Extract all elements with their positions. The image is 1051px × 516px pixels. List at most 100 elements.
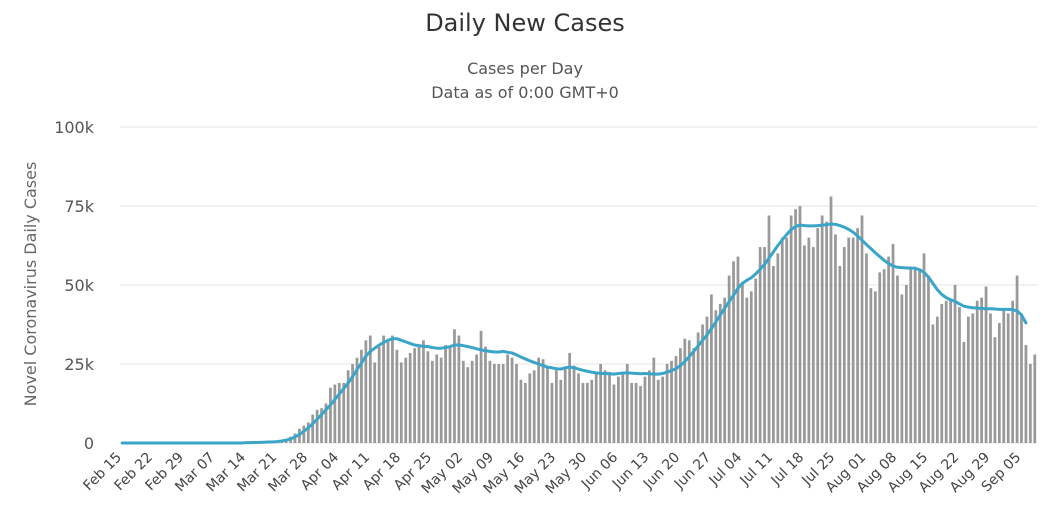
daily-cases-bar [510, 357, 514, 443]
daily-cases-bar [577, 373, 580, 443]
daily-cases-bar [696, 332, 700, 443]
daily-cases-bar [492, 364, 496, 443]
daily-cases-bar [572, 365, 576, 443]
daily-cases-bar [457, 335, 461, 443]
daily-cases-bar [541, 359, 545, 443]
daily-cases-bar [1024, 345, 1028, 443]
daily-cases-bar [953, 285, 957, 443]
daily-cases-bar [1033, 354, 1037, 443]
daily-cases-bar [763, 247, 766, 443]
daily-cases-bar [723, 297, 727, 443]
daily-cases-bar [546, 367, 549, 443]
daily-cases-bar [785, 237, 789, 443]
daily-cases-bar [794, 209, 797, 443]
daily-cases-bar [408, 352, 412, 443]
daily-cases-bar [980, 297, 983, 443]
daily-cases-bar [439, 357, 443, 443]
daily-cases-bar [913, 269, 917, 443]
daily-cases-bar [391, 335, 394, 443]
daily-cases-bar [732, 261, 735, 443]
daily-cases-bar [962, 341, 966, 443]
daily-cases-bar [364, 340, 368, 443]
daily-cases-bar [816, 228, 820, 443]
daily-cases-bar [475, 354, 478, 443]
daily-cases-bar [488, 360, 492, 443]
daily-cases-bar [559, 379, 563, 443]
daily-cases-bar [661, 376, 665, 443]
daily-cases-bar [594, 373, 598, 443]
daily-cases-bar [683, 338, 687, 443]
daily-cases-bar [758, 247, 762, 443]
daily-cases-bars [244, 196, 1037, 443]
x-tick-label: Jul 18 [768, 450, 808, 490]
daily-cases-bar [320, 408, 323, 443]
daily-cases-bar [878, 272, 882, 443]
y-tick-label: 75k [64, 197, 94, 216]
daily-cases-bar [617, 376, 620, 443]
daily-cases-bar [470, 360, 474, 443]
daily-cases-bar [674, 356, 678, 443]
daily-cases-bar [652, 357, 656, 443]
daily-cases-bar [506, 354, 509, 443]
daily-cases-bar [918, 269, 921, 443]
y-tick-label: 50k [64, 276, 94, 295]
daily-cases-bar [630, 382, 634, 443]
daily-cases-bar [966, 316, 970, 443]
daily-cases-bar [851, 237, 855, 443]
daily-cases-bar [772, 266, 775, 443]
daily-cases-bar [860, 215, 864, 443]
daily-cases-bar [873, 291, 877, 443]
daily-cases-bar [413, 348, 416, 443]
moving-average-line [120, 222, 1028, 445]
daily-cases-bar [749, 291, 753, 443]
daily-cases-bar [887, 256, 890, 443]
daily-cases-bar [927, 275, 930, 443]
daily-cases-bar [869, 288, 873, 443]
daily-cases-bar [1011, 300, 1015, 443]
daily-cases-bar [1020, 313, 1023, 443]
daily-cases-bar [687, 340, 691, 443]
daily-cases-bar [417, 345, 421, 443]
daily-cases-bar [842, 247, 846, 443]
daily-cases-bar [621, 373, 625, 443]
daily-cases-bar [856, 228, 859, 443]
daily-cases-bar [346, 370, 350, 443]
daily-cases-bar [324, 403, 328, 443]
daily-cases-bar [692, 348, 696, 443]
daily-cases-bar [975, 300, 979, 443]
daily-cases-bar [448, 346, 452, 443]
daily-cases-bar [891, 243, 895, 443]
daily-cases-bar [767, 215, 771, 443]
moving-average-layer [120, 222, 1028, 445]
x-tick-label: Jul 11 [737, 450, 777, 490]
daily-cases-bar [568, 352, 572, 443]
y-axis-label: Novel Coronavirus Daily Cases [21, 162, 40, 407]
daily-cases-bar [971, 313, 975, 443]
daily-cases-bar [532, 370, 536, 443]
daily-cases-bar [585, 382, 589, 443]
daily-cases-bar [798, 206, 802, 443]
daily-cases-bar [679, 348, 682, 443]
daily-cases-bar [949, 300, 952, 443]
daily-cases-bar [803, 245, 806, 443]
daily-cases-bar [368, 335, 372, 443]
daily-cases-bar [648, 370, 651, 443]
daily-cases-bar [497, 364, 501, 443]
daily-cases-bar [386, 341, 390, 443]
daily-cases-bar [896, 275, 899, 443]
daily-cases-bar [780, 237, 784, 443]
daily-cases-bar [355, 357, 359, 443]
daily-cases-bar [997, 322, 1001, 443]
daily-cases-bar [484, 346, 487, 443]
daily-cases-bar [550, 382, 554, 443]
chart-title: Daily New Cases [425, 9, 625, 37]
chart-subtitle-line-2: Data as of 0:00 GMT+0 [431, 83, 619, 102]
daily-cases-bar [311, 414, 315, 443]
y-tick-label: 0 [84, 434, 94, 453]
y-tick-label: 100k [54, 118, 95, 137]
x-tick-label: Jul 04 [706, 449, 746, 489]
y-tick-label: 25k [64, 355, 94, 374]
daily-cases-bar [501, 364, 505, 443]
daily-cases-bar [984, 286, 988, 443]
